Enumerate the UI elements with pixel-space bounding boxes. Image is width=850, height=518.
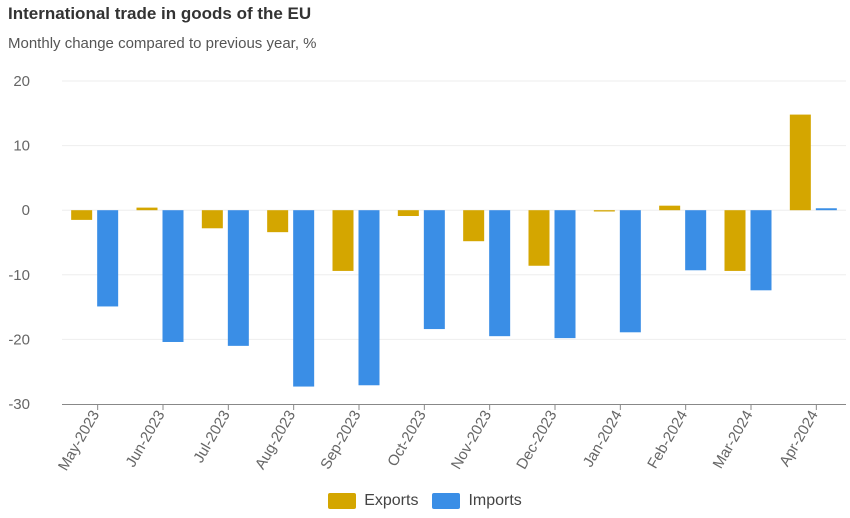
bar-imports[interactable]	[750, 210, 772, 291]
legend-label-imports: Imports	[468, 492, 522, 509]
x-tick-label: Mar-2024	[710, 408, 757, 472]
x-tick-label: Aug-2023	[252, 408, 299, 473]
x-tick-label: Jul-2023	[190, 408, 233, 466]
bar-exports[interactable]	[528, 210, 550, 266]
bar-exports[interactable]	[71, 210, 93, 220]
y-tick-label: -10	[8, 267, 30, 284]
y-tick-label: 10	[13, 138, 30, 155]
x-tick-label: Oct-2023	[384, 408, 430, 470]
bar-exports[interactable]	[463, 210, 485, 242]
x-tick-label: Apr-2024	[776, 408, 822, 470]
legend-label-exports: Exports	[364, 492, 419, 509]
bar-imports[interactable]	[358, 210, 380, 386]
bars	[71, 114, 837, 387]
bar-imports[interactable]	[97, 210, 119, 307]
bar-imports[interactable]	[685, 210, 707, 271]
legend-item-imports[interactable]: Imports	[432, 492, 522, 510]
bar-imports[interactable]	[489, 210, 511, 337]
x-tick-label: Jan-2024	[580, 408, 626, 471]
chart-title: International trade in goods of the EU	[8, 4, 312, 23]
x-tick-label: Feb-2024	[644, 408, 691, 472]
x-axis-ticks: May-2023 Jun-2023 Jul-2023 Aug-2023 Sep-2023…	[55, 404, 822, 474]
y-tick-label: 20	[13, 73, 30, 90]
chart-subtitle: Monthly change compared to previous year…	[8, 35, 317, 52]
bar-exports[interactable]	[593, 210, 615, 212]
legend-item-exports[interactable]: Exports	[328, 492, 418, 510]
grid-lines	[62, 80, 846, 340]
bar-exports[interactable]	[267, 210, 289, 233]
bar-imports[interactable]	[619, 210, 641, 333]
bar-chart: 20 10 0 -10 -20 -30 May-2023 Jun-2023 Jul-2023 A…	[8, 73, 846, 474]
bar-exports[interactable]	[201, 210, 223, 229]
bar-imports[interactable]	[554, 210, 576, 339]
x-tick-label: Nov-2023	[448, 407, 495, 472]
bar-imports[interactable]	[815, 208, 837, 211]
bar-imports[interactable]	[162, 210, 184, 342]
x-tick-label: Jun-2023	[122, 408, 168, 471]
y-tick-label: -20	[8, 331, 30, 348]
x-tick-label: Dec-2023	[513, 408, 560, 473]
y-tick-label: 0	[22, 202, 30, 219]
x-tick-label: May-2023	[55, 408, 103, 474]
bar-exports[interactable]	[659, 205, 681, 211]
bar-imports[interactable]	[293, 210, 315, 387]
x-tick-label: Sep-2023	[317, 408, 364, 473]
y-axis-ticks: 20 10 0 -10 -20 -30	[8, 73, 30, 413]
bar-imports[interactable]	[227, 210, 249, 346]
legend: Exports Imports	[0, 492, 850, 510]
exports-swatch	[328, 493, 357, 509]
bar-exports[interactable]	[136, 207, 158, 211]
imports-swatch	[432, 493, 461, 509]
bar-imports[interactable]	[423, 210, 445, 330]
bar-exports[interactable]	[397, 210, 419, 217]
bar-exports[interactable]	[789, 114, 811, 211]
bar-exports[interactable]	[724, 210, 746, 271]
y-tick-label: -30	[8, 396, 30, 413]
bar-exports[interactable]	[332, 210, 354, 271]
